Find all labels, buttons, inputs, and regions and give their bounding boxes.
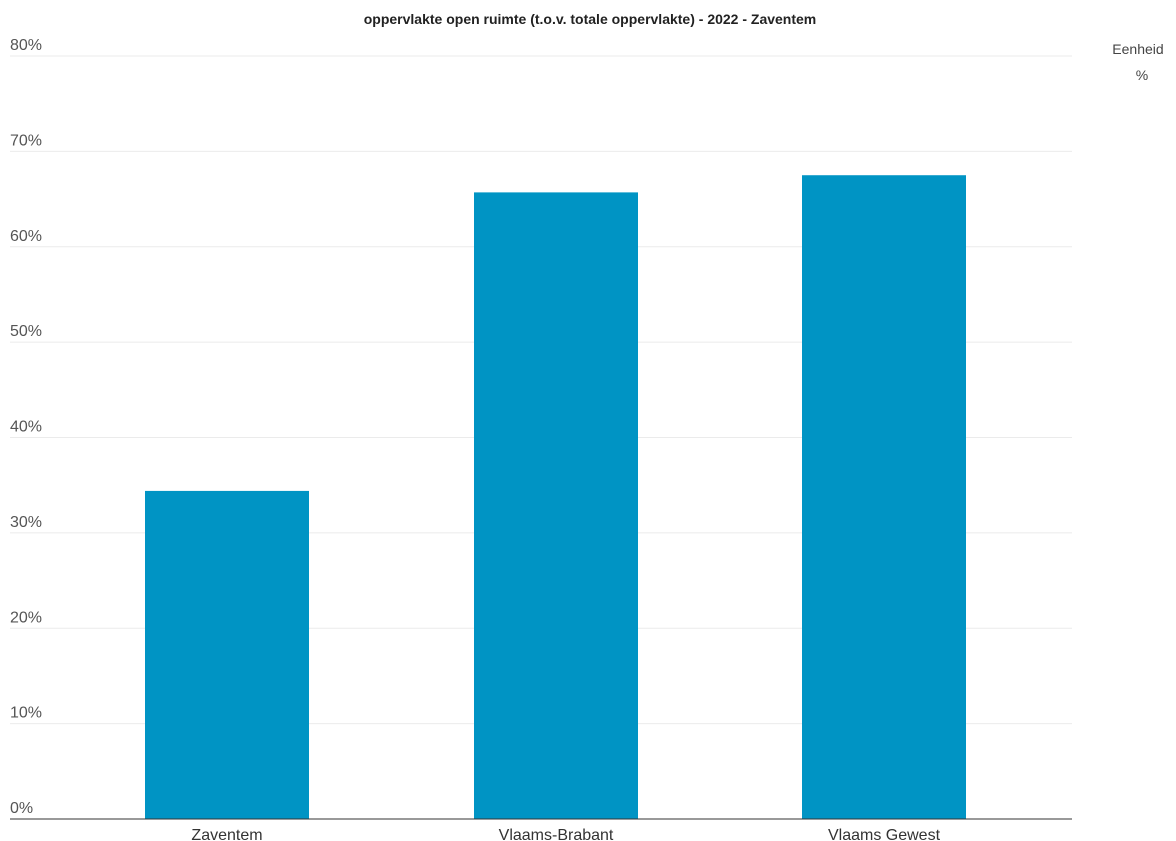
legend-entry: %	[1136, 67, 1148, 83]
bar-vlaams-brabant[interactable]	[474, 192, 638, 820]
legend-title: Eenheid	[1112, 41, 1163, 57]
y-tick-label: 40%	[10, 419, 42, 436]
y-tick-label: 70%	[10, 132, 42, 149]
y-tick-label: 60%	[10, 228, 42, 245]
x-tick-label: Vlaams-Brabant	[499, 827, 614, 841]
x-tick-label: Zaventem	[191, 827, 262, 841]
x-tick-label: Vlaams Gewest	[828, 827, 941, 841]
chart-title: oppervlakte open ruimte (t.o.v. totale o…	[364, 11, 817, 27]
y-tick-label: 20%	[10, 609, 42, 626]
y-tick-label: 50%	[10, 323, 42, 340]
bars	[145, 175, 966, 820]
y-axis-ticks: 0% 10% 20% 30% 40% 50% 60% 70% 80%	[10, 37, 42, 817]
y-tick-label: 10%	[10, 705, 42, 722]
bar-zaventem[interactable]	[145, 490, 309, 819]
x-axis-ticks: Zaventem Vlaams-Brabant Vlaams Gewest	[191, 827, 940, 841]
y-tick-label: 30%	[10, 514, 42, 531]
y-tick-label: 0%	[10, 800, 33, 817]
bar-vlaams-gewest[interactable]	[802, 175, 966, 819]
y-tick-label: 80%	[10, 37, 42, 54]
